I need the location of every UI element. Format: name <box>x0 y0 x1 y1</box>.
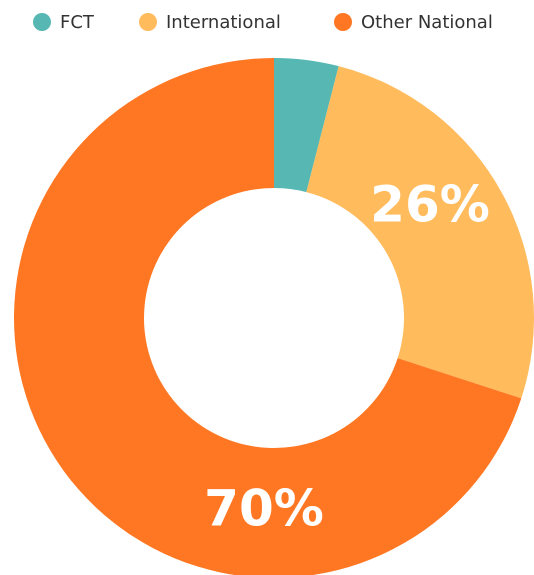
legend-label: International <box>166 12 281 33</box>
legend-label: Other National <box>361 12 493 33</box>
legend-label: FCT <box>60 12 95 33</box>
data-label: 70% <box>204 480 324 538</box>
legend-swatch <box>334 13 352 31</box>
donut-segment <box>306 66 534 399</box>
donut-segment <box>14 58 522 575</box>
donut-segment <box>274 58 339 193</box>
data-label: 26% <box>370 176 490 234</box>
legend-swatch <box>139 13 157 31</box>
legend-swatch <box>33 13 51 31</box>
